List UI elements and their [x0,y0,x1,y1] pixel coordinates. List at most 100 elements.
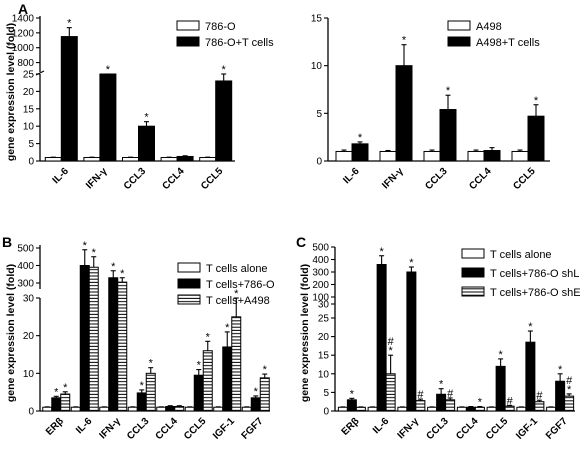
significance-star: * [409,257,414,269]
legend-swatch [176,36,200,47]
bar-white-0 [42,406,53,412]
y-tick-label: 500 [17,244,34,255]
bar-black-2 [138,125,155,162]
y-tick-label: 1000 [12,43,35,54]
bar-black-1 [395,65,413,162]
bar-black-4 [165,405,176,412]
bar-black-2 [439,109,457,162]
significance-star: * [446,85,451,97]
category-label: IFN-γ [84,166,110,192]
panel-letter: C [296,234,306,250]
bar-horizontal-stripes-3 [145,372,156,412]
y-tick-label: 1400 [12,14,35,25]
y-tick-label: 5 [323,388,329,399]
significance-star: * [222,64,227,76]
category-label: CCL5 [199,166,226,193]
category-label: ERβ [44,416,66,438]
bar-white-4 [156,406,167,412]
category-label: IL-6 [371,416,392,437]
y-tick-label: 20 [318,332,330,343]
y-axis-label: gene expression level (fold) [5,264,17,402]
bar-horizontal-stripes-0 [355,406,366,412]
legend-swatch [461,267,485,278]
significance-star: * [67,18,72,30]
bar-white-4 [199,157,217,162]
bar-horizontal-stripes-1 [88,266,99,412]
legend-label: A498+T cells [476,37,540,49]
bar-black-4 [215,80,233,162]
legend-label: T cells alone [490,249,552,261]
category-label: ERβ [340,416,362,438]
legend-label: T cells+A498 [206,295,270,307]
significance-star: * [478,397,483,409]
legend-label: T cells+786-O [206,279,275,291]
bar-white-3 [127,406,138,412]
bar-black-4 [527,115,545,162]
significance-hash: # [536,390,543,402]
category-label: IFN-γ [97,416,123,442]
category-label: CCL5 [182,416,209,443]
panel-letter: B [2,234,12,250]
y-tick-label: 30 [23,294,35,305]
category-label: IGF-1 [211,416,237,442]
significance-star: * [111,261,116,273]
bar-white-4 [456,406,467,412]
y-tick-label: 0 [28,407,34,418]
legend-swatch [447,20,471,31]
bar-white-3 [427,406,438,412]
bar-horizontal-stripes-7 [564,395,575,412]
bar-black-3 [483,150,501,162]
y-tick-label: 10 [318,369,330,380]
bar-white-2 [122,157,139,162]
chart-panel-b: 0 10 20 30 gene expression level (fold) B 300 4… [2,234,275,442]
category-label: IL-6 [51,166,72,187]
legend-label: 786-O+T cells [205,37,274,49]
legend-label: T cells alone [206,263,268,275]
legend-label: A498 [476,21,502,33]
significance-star: * [106,64,111,76]
significance-hash: # [566,375,573,387]
bar-black-5 [495,365,506,412]
category-label: FGF7 [240,416,266,442]
category-label: CCL3 [125,416,152,443]
category-label: FGF7 [544,416,570,442]
category-label: IFN-γ [380,166,406,192]
legend-swatch [176,20,200,31]
significance-hash: # [507,395,514,407]
bar-white-2 [397,406,408,412]
category-label: CCL5 [484,416,511,443]
significance-star: * [439,379,444,391]
bar-white-0 [335,150,353,162]
significance-star: * [388,345,393,357]
bar-white-6 [516,406,527,412]
significance-star: * [54,386,59,398]
bar-white-7 [546,406,557,412]
bar-black-7 [250,397,261,412]
significance-star: * [567,384,572,396]
y-tick-label: 0 [316,157,322,168]
significance-star: * [254,386,259,398]
significance-star: * [379,246,384,258]
bar-black-3 [436,393,447,412]
bar-white-1 [379,150,397,162]
bar-white-7 [241,406,252,412]
significance-star: * [263,364,268,376]
bar-horizontal-stripes-4 [174,405,185,412]
y-tick-label: 5 [316,109,322,120]
y-tick-label: 25 [318,314,330,325]
bar-white-5 [184,406,195,412]
legend-swatch [177,278,201,289]
bar-white-0 [44,157,62,162]
bar-white-2 [99,406,110,412]
y-tick-label: 400 [312,255,329,266]
category-label: IGF-1 [514,416,540,442]
bar-white-5 [486,406,497,412]
legend-swatch [177,262,201,273]
bar-white-3 [467,150,485,162]
y-tick-label: 0 [323,407,329,418]
chart-panel-a-right: 0 5 10 15 * IL-6 * IFN-γ * CCL3 CCL4 * CCL5 A498 A498+… [311,14,550,192]
significance-star: * [63,382,68,394]
significance-hash: # [417,389,424,401]
bar-horizontal-stripes-3 [445,399,456,412]
bar-horizontal-stripes-1 [385,373,396,412]
